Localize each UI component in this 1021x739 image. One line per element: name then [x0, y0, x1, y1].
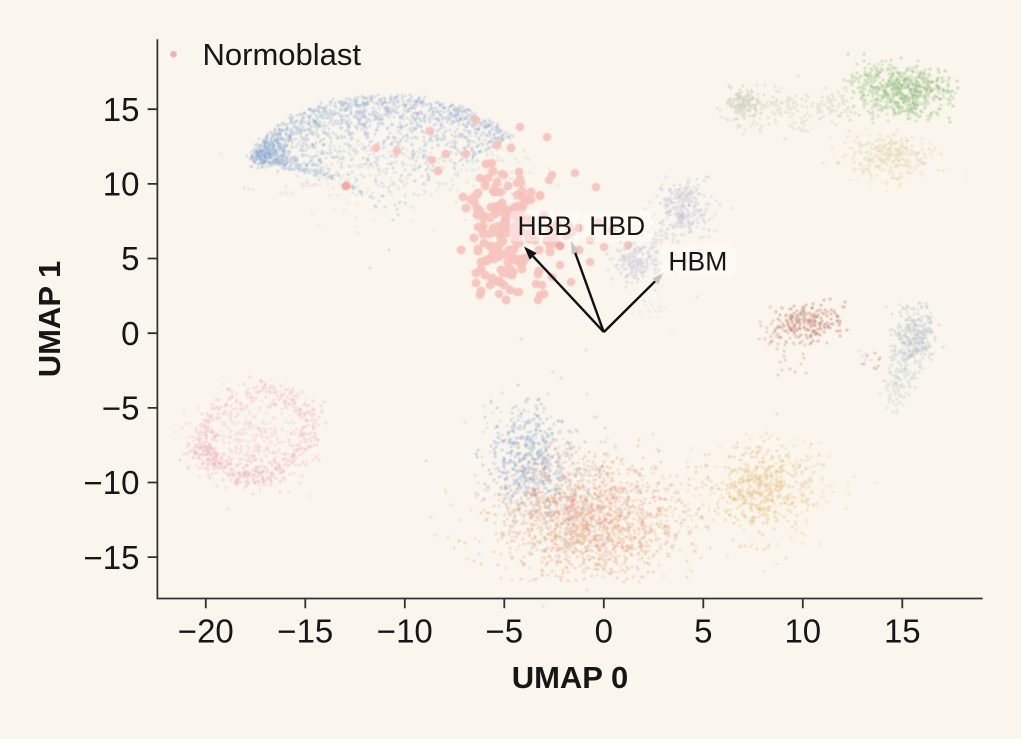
svg-text:5: 5 [121, 240, 139, 277]
svg-text:−10: −10 [377, 612, 433, 649]
svg-text:15: 15 [103, 91, 140, 128]
svg-text:5: 5 [694, 612, 712, 649]
svg-text:UMAP 1: UMAP 1 [32, 261, 67, 378]
svg-text:−20: −20 [178, 612, 234, 649]
svg-text:UMAP 0: UMAP 0 [512, 660, 629, 695]
svg-text:10: 10 [784, 612, 821, 649]
svg-text:0: 0 [121, 315, 139, 352]
svg-text:15: 15 [884, 612, 921, 649]
svg-text:0: 0 [595, 612, 613, 649]
svg-text:−5: −5 [485, 612, 523, 649]
svg-text:−5: −5 [102, 390, 140, 427]
svg-text:Normoblast: Normoblast [203, 37, 362, 72]
svg-text:HBD: HBD [589, 211, 645, 241]
svg-text:−10: −10 [84, 464, 140, 501]
svg-text:10: 10 [103, 166, 140, 203]
svg-text:HBB: HBB [518, 211, 573, 241]
svg-text:−15: −15 [84, 539, 140, 576]
svg-text:HBM: HBM [668, 247, 727, 277]
svg-text:−15: −15 [277, 612, 333, 649]
